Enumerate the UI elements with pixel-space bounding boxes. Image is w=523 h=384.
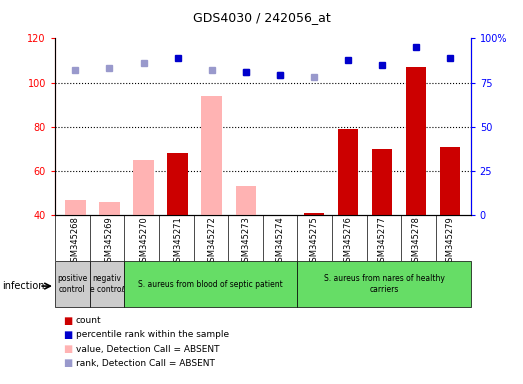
- Bar: [201, 96, 222, 215]
- Bar: [235, 186, 256, 215]
- Bar: [298, 261, 471, 307]
- Bar: [99, 202, 120, 215]
- Bar: [124, 261, 298, 307]
- Bar: [55, 261, 89, 307]
- Text: infection: infection: [3, 281, 45, 291]
- Text: percentile rank within the sample: percentile rank within the sample: [76, 330, 229, 339]
- Bar: [406, 67, 426, 215]
- Text: negativ
e controℓ: negativ e controℓ: [89, 275, 124, 294]
- Text: value, Detection Call = ABSENT: value, Detection Call = ABSENT: [76, 344, 219, 354]
- Text: S. aureus from blood of septic patient: S. aureus from blood of septic patient: [139, 280, 283, 289]
- Bar: [440, 147, 460, 215]
- Text: ■: ■: [63, 330, 72, 340]
- Bar: [167, 153, 188, 215]
- Bar: [89, 261, 124, 307]
- Bar: [338, 129, 358, 215]
- Text: rank, Detection Call = ABSENT: rank, Detection Call = ABSENT: [76, 359, 215, 368]
- Bar: [372, 149, 392, 215]
- Text: S. aureus from nares of healthy
carriers: S. aureus from nares of healthy carriers: [324, 275, 445, 294]
- Text: ■: ■: [63, 358, 72, 368]
- Text: positive
control: positive control: [57, 275, 87, 294]
- Bar: [133, 160, 154, 215]
- Text: count: count: [76, 316, 101, 325]
- Text: GDS4030 / 242056_at: GDS4030 / 242056_at: [192, 12, 331, 25]
- Bar: [304, 213, 324, 215]
- Bar: [65, 200, 86, 215]
- Text: ■: ■: [63, 344, 72, 354]
- Text: ■: ■: [63, 316, 72, 326]
